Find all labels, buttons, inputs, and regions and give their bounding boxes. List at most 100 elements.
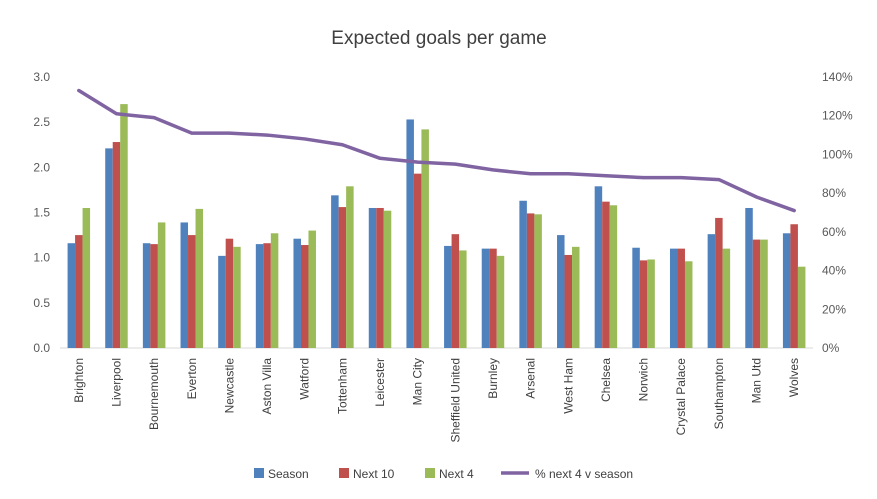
bar-next-10	[677, 248, 685, 348]
line-point	[755, 195, 759, 199]
line-point	[717, 178, 721, 182]
chart-title: Expected goals per game	[331, 28, 546, 49]
bar-next-10	[564, 254, 573, 348]
line-point	[416, 160, 420, 164]
y-right-tick-label: 60%	[822, 225, 846, 239]
legend-swatch	[339, 468, 349, 478]
bar-next-10	[602, 201, 610, 348]
bar-next-10	[752, 239, 761, 348]
bar-season	[632, 247, 640, 348]
category-label: Newcastle	[222, 358, 236, 414]
bar-next-4	[722, 248, 731, 348]
line-point	[792, 209, 796, 213]
bar-next-4	[534, 214, 542, 348]
bar-next-4	[233, 246, 241, 348]
y-right-tick-label: 100%	[822, 147, 853, 161]
bar-season	[782, 233, 791, 348]
bar-next-4	[308, 230, 316, 348]
category-label: Liverpool	[109, 358, 123, 407]
category-label: Man City	[411, 358, 425, 405]
bar-season	[519, 200, 527, 348]
line-point	[340, 143, 344, 147]
y-right-tick-label: 20%	[822, 302, 846, 316]
line-point	[679, 176, 683, 180]
line-point	[453, 162, 457, 166]
line-point	[529, 172, 533, 176]
line-point	[303, 137, 307, 141]
bar-next-4	[157, 222, 166, 348]
category-label: Norwich	[637, 358, 651, 401]
line-point	[152, 116, 156, 120]
y-right-tick-label: 0%	[822, 341, 840, 355]
bars	[67, 104, 806, 348]
bar-next-10	[451, 234, 460, 348]
y-left-tick-label: 2.0	[33, 160, 50, 174]
line-point	[491, 168, 495, 172]
category-label: Aston Villa	[260, 358, 274, 415]
bar-next-10	[639, 260, 648, 348]
bar-season	[180, 222, 189, 348]
bar-season	[557, 235, 565, 348]
y-left-tick-label: 2.5	[33, 115, 50, 129]
bar-next-10	[225, 238, 234, 348]
bar-next-10	[75, 235, 83, 348]
category-label: Man Utd	[750, 358, 764, 403]
line-point	[190, 131, 194, 135]
bar-next-10	[150, 244, 158, 348]
bar-season	[331, 195, 339, 348]
bar-next-4	[496, 255, 505, 348]
bar-next-10	[188, 235, 196, 348]
legend-swatch	[254, 468, 264, 478]
bar-season	[142, 243, 151, 348]
category-label: Southampton	[712, 358, 726, 429]
line-series-pct-next4	[77, 88, 796, 213]
bar-season	[745, 207, 753, 348]
bar-season	[594, 186, 603, 348]
bar-next-4	[270, 233, 279, 348]
bar-season	[218, 255, 226, 348]
line-point	[566, 172, 570, 176]
y-left-tick-label: 0.5	[33, 296, 50, 310]
bar-next-4	[383, 210, 392, 348]
bar-next-4	[647, 259, 655, 348]
category-label: Arsenal	[524, 358, 538, 399]
bar-season	[255, 244, 264, 348]
bar-next-4	[572, 246, 580, 348]
category-label: Watford	[298, 358, 312, 400]
category-label: Bournemouth	[147, 358, 161, 430]
bar-season	[707, 234, 716, 348]
bar-season	[105, 148, 113, 348]
y-left-tick-label: 1.5	[33, 206, 50, 220]
legend: Season Next 10 Next 4 % next 4 v season	[254, 467, 633, 481]
bar-next-10	[263, 243, 271, 348]
legend-label: Season	[268, 467, 309, 481]
y-right-tick-label: 80%	[822, 186, 846, 200]
bar-season	[669, 248, 678, 348]
bar-next-4	[459, 250, 467, 348]
category-label: Crystal Palace	[674, 358, 688, 436]
bar-next-10	[376, 207, 384, 348]
y-right-tick-label: 120%	[822, 109, 853, 123]
bar-season	[444, 245, 452, 348]
bar-next-4	[82, 207, 91, 348]
bar-next-4	[195, 208, 204, 348]
category-label: West Ham	[561, 358, 575, 414]
bar-next-10	[715, 217, 723, 348]
bar-next-4	[760, 239, 768, 348]
bar-next-10	[338, 207, 347, 348]
category-label: Burnley	[486, 358, 500, 399]
category-label: Sheffield United	[448, 358, 462, 443]
bar-season	[406, 119, 414, 348]
bar-next-10	[790, 224, 798, 348]
legend-label: Next 10	[353, 467, 395, 481]
bar-next-10	[112, 142, 121, 348]
line-point	[77, 89, 81, 93]
bar-next-4	[684, 261, 693, 348]
bar-season	[67, 243, 76, 348]
bar-next-10	[489, 248, 497, 348]
bar-season	[368, 207, 377, 348]
bar-next-10	[413, 173, 422, 348]
bar-next-4	[797, 266, 806, 348]
